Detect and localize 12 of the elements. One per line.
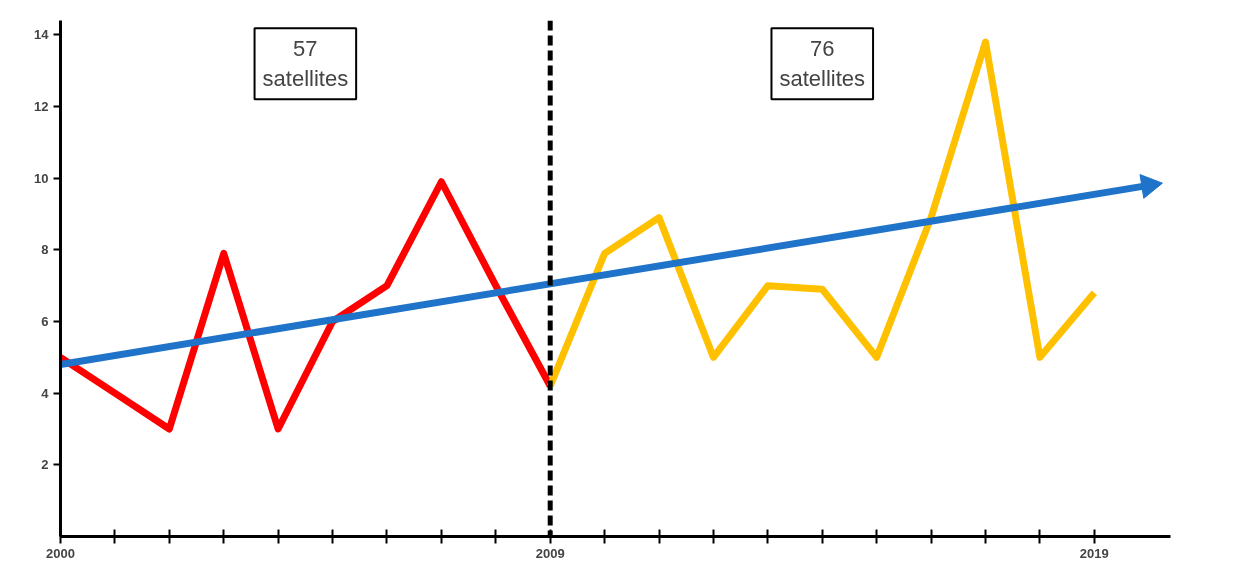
annotation: 57 satellites <box>262 36 349 92</box>
y-tick-label: 6 <box>41 314 49 329</box>
annotation: 76 satellites <box>779 36 866 92</box>
y-tick-label: 12 <box>34 99 49 114</box>
y-tick-label: 14 <box>34 27 50 43</box>
y-tick-label: 10 <box>34 170 49 186</box>
y-tick-label: 2 <box>41 457 49 473</box>
y-tick-label: 4 <box>41 385 50 401</box>
x-tick-label: 2000 <box>46 545 75 561</box>
x-tick-label: 2019 <box>1079 545 1109 561</box>
y-tick-label: 8 <box>41 242 49 258</box>
x-tick-label: 2009 <box>535 545 565 561</box>
